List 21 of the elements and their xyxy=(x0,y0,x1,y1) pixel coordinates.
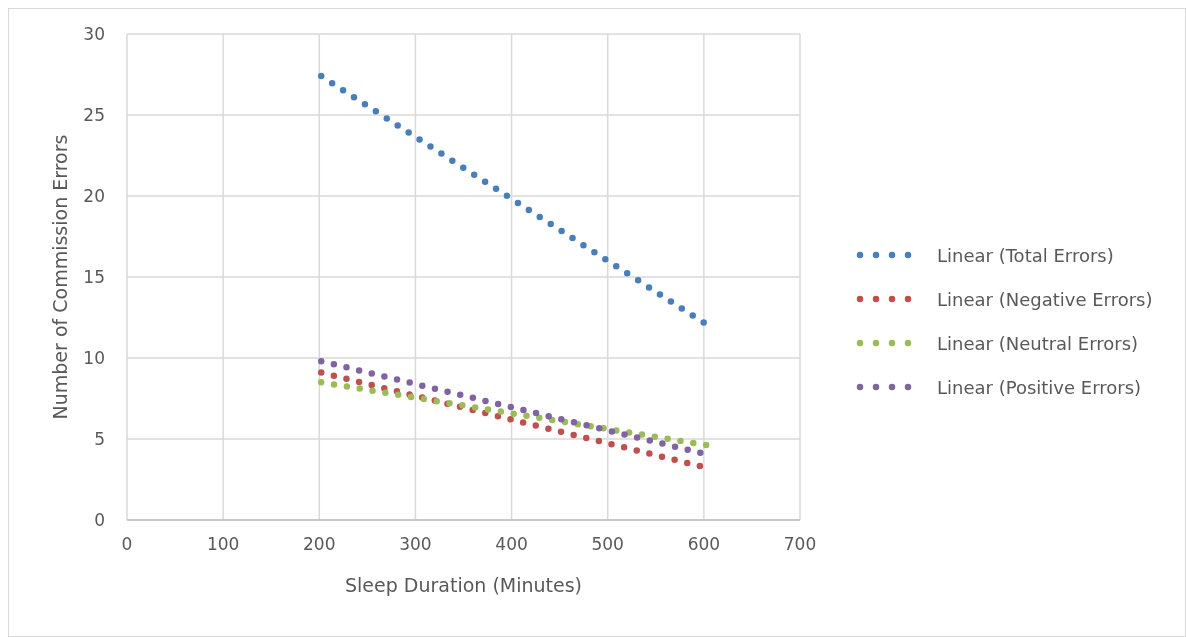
x-axis-title: Sleep Duration (Minutes) xyxy=(345,574,582,596)
legend-label: Linear (Positive Errors) xyxy=(937,377,1142,398)
y-tick-label: 0 xyxy=(94,510,105,530)
y-tick-label: 30 xyxy=(83,24,105,44)
y-tick-label: 10 xyxy=(83,348,105,368)
x-tick-label: 300 xyxy=(399,534,432,554)
x-tick-label: 200 xyxy=(303,534,336,554)
y-tick-label: 15 xyxy=(83,267,105,287)
legend-label: Linear (Negative Errors) xyxy=(937,289,1153,310)
y-tick-label: 5 xyxy=(94,429,105,449)
y-tick-label: 25 xyxy=(83,105,105,125)
x-tick-label: 700 xyxy=(783,534,817,554)
y-axis-title: Number of Commission Errors xyxy=(49,134,71,420)
y-tick-label: 20 xyxy=(83,186,105,206)
legend-label: Linear (Total Errors) xyxy=(937,245,1114,266)
x-tick-label: 0 xyxy=(121,534,133,554)
x-tick-label: 600 xyxy=(687,534,721,554)
x-tick-label: 500 xyxy=(591,534,624,554)
x-tick-label: 100 xyxy=(206,534,240,554)
x-tick-label: 400 xyxy=(495,534,528,554)
legend-label: Linear (Neutral Errors) xyxy=(937,333,1139,354)
